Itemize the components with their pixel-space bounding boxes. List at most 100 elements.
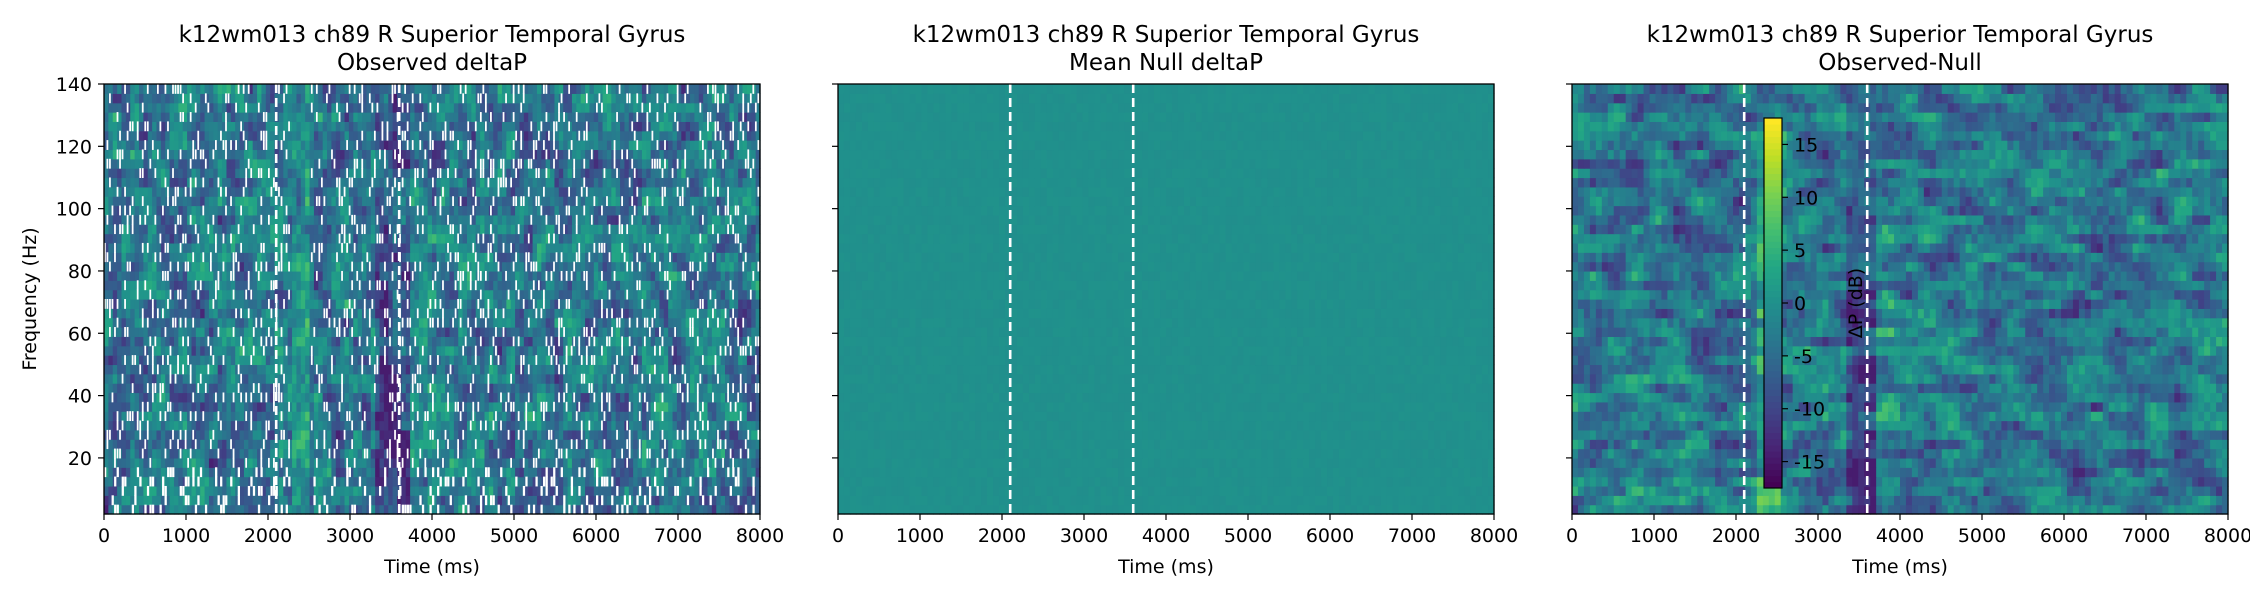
heatmap-cell — [628, 476, 634, 487]
heatmap-cell — [751, 383, 757, 394]
heatmap-cell — [519, 476, 525, 487]
heatmap-cell — [169, 224, 175, 235]
heatmap-cell — [300, 261, 306, 272]
heatmap-cell — [571, 448, 577, 459]
heatmap-cell — [200, 485, 206, 496]
heatmap-cell — [248, 317, 254, 328]
heatmap-cell — [427, 467, 433, 478]
heatmap-cell — [436, 336, 442, 347]
heatmap-cell — [204, 448, 210, 459]
heatmap-cell — [239, 261, 245, 272]
heatmap-cell — [681, 233, 687, 244]
heatmap-cell — [681, 280, 687, 291]
heatmap-cell — [187, 485, 193, 496]
heatmap-cell — [711, 336, 717, 347]
heatmap-cell — [746, 420, 752, 431]
heatmap-cell — [480, 345, 486, 356]
heatmap-cell — [143, 233, 149, 244]
heatmap-cell — [204, 242, 210, 253]
heatmap-cell — [541, 336, 547, 347]
heatmap-cell — [690, 411, 695, 422]
heatmap-cell — [230, 205, 236, 216]
heatmap-cell — [624, 355, 630, 366]
heatmap-cell — [432, 429, 437, 440]
heatmap-cell — [143, 411, 149, 422]
heatmap-cell — [733, 364, 739, 375]
heatmap-cell — [405, 401, 411, 412]
heatmap-cell — [462, 504, 468, 515]
heatmap-cell — [624, 317, 630, 328]
heatmap-cell — [545, 495, 551, 506]
heatmap-cell — [676, 392, 682, 403]
heatmap-cell — [235, 495, 241, 506]
heatmap-cell — [528, 336, 534, 347]
heatmap-cell — [217, 429, 223, 440]
heatmap-cell — [226, 392, 232, 403]
heatmap-cell — [156, 411, 162, 422]
heatmap-cell — [458, 401, 464, 412]
heatmap-cell — [694, 504, 700, 515]
heatmap-cell — [558, 261, 564, 272]
heatmap-cell — [440, 401, 446, 412]
heatmap-cell — [620, 457, 626, 468]
heatmap-cell — [536, 364, 542, 375]
heatmap-cell — [628, 504, 634, 515]
heatmap-cell — [742, 457, 748, 468]
heatmap-cell — [606, 467, 612, 478]
heatmap-cell — [615, 420, 621, 431]
heatmap-cell — [690, 429, 695, 440]
heatmap-cell — [379, 429, 385, 440]
heatmap-cell — [589, 280, 595, 291]
heatmap-cell — [348, 270, 354, 281]
heatmap-cell — [388, 205, 394, 216]
heatmap-cell — [104, 317, 109, 328]
heatmap-cell — [445, 457, 451, 468]
heatmap-cell — [602, 345, 608, 356]
heatmap-cell — [585, 317, 591, 328]
heatmap-cell — [208, 383, 214, 394]
heatmap-cell — [611, 495, 617, 506]
heatmap-cell — [191, 401, 197, 412]
heatmap-cell — [628, 420, 634, 431]
heatmap-cell — [182, 467, 188, 478]
heatmap-cell — [606, 317, 612, 328]
heatmap-cell — [125, 252, 131, 263]
heatmap-cell — [265, 224, 271, 235]
heatmap-cell — [418, 411, 424, 422]
heatmap-cell — [650, 448, 656, 459]
heatmap-cell — [104, 383, 109, 394]
heatmap-cell — [602, 270, 608, 281]
heatmap-cell — [195, 317, 201, 328]
heatmap-cell — [746, 383, 752, 394]
heatmap-cell — [340, 448, 346, 459]
heatmap-cell — [331, 327, 337, 337]
heatmap-cell — [493, 364, 499, 375]
heatmap-cell — [488, 439, 494, 450]
heatmap-cell — [287, 495, 293, 506]
heatmap-cell — [410, 214, 416, 225]
heatmap-cell — [327, 242, 333, 253]
heatmap-cell — [563, 317, 569, 328]
heatmap-cell — [248, 196, 254, 207]
heatmap-cell — [567, 345, 573, 356]
heatmap-cell — [278, 383, 284, 394]
heatmap-cell — [121, 364, 127, 375]
heatmap-cell — [357, 242, 363, 253]
heatmap-cell — [226, 224, 232, 235]
heatmap-cell — [663, 383, 669, 394]
heatmap-cell — [716, 336, 722, 347]
heatmap-cell — [681, 299, 687, 309]
heatmap-cell — [698, 205, 704, 216]
heatmap-cell — [270, 392, 276, 403]
heatmap-cell — [515, 242, 521, 253]
heatmap-cell — [536, 392, 542, 403]
heatmap-cell — [550, 327, 556, 337]
heatmap-cell — [453, 411, 459, 422]
heatmap-cell — [633, 345, 639, 356]
heatmap-cell — [414, 401, 420, 412]
heatmap-cell — [703, 299, 709, 309]
heatmap-cell — [138, 280, 144, 291]
heatmap-cell — [353, 467, 359, 478]
heatmap-cell — [694, 392, 700, 403]
heatmap-cell — [108, 214, 114, 225]
